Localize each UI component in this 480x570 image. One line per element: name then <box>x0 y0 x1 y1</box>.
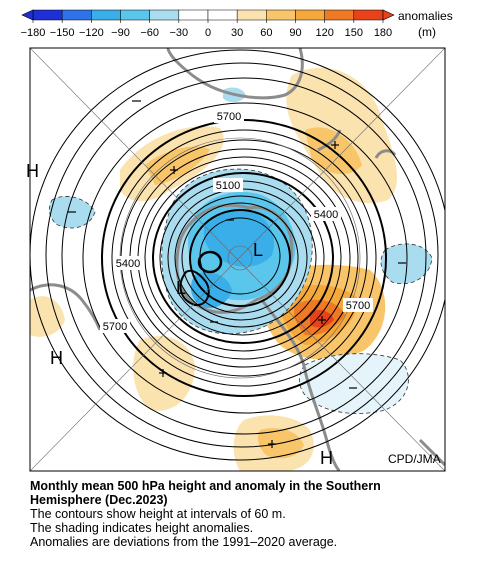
positive-anomaly-shading <box>30 67 398 471</box>
high-marker: H <box>26 161 39 181</box>
contour-label: 5400 <box>116 258 140 270</box>
map-frame <box>29 47 446 472</box>
colorbar-cells <box>32 9 384 21</box>
high-marker: H <box>320 448 333 468</box>
colorbar-tick-label: 90 <box>289 27 301 39</box>
islands-coastline <box>374 149 397 159</box>
contour-label: 5700 <box>346 300 370 312</box>
australia-coastline <box>166 48 304 100</box>
colorbar-tick-label: 180 <box>374 27 392 39</box>
colorbar-tick-label: −60 <box>140 27 159 39</box>
colorbar-tick-label: −180 <box>21 27 46 39</box>
colorbar-tick-labels: −180 −150 −120 −90 −60 −30 0 30 60 90 120 150 180 <box>21 20 392 39</box>
colorbar-tick-label: −30 <box>169 27 188 39</box>
colorbar-tick-label: 30 <box>231 27 243 39</box>
colorbar-tick-label: 120 <box>315 27 333 39</box>
nz-coastline <box>317 129 342 152</box>
high-marker: H <box>50 348 63 368</box>
caption-line1: The contours show height at intervals of… <box>30 507 286 521</box>
caption-title-line2: Hemisphere (Dec.2023) <box>30 493 168 507</box>
colorbar-label-line2: (m) <box>418 25 436 39</box>
anomaly-sign-markers <box>68 100 406 448</box>
pressure-centers: H H H L L <box>26 161 333 468</box>
colorbar-right-arrow <box>382 9 395 21</box>
contour-label: 5700 <box>103 321 127 333</box>
contour-label: 5100 <box>216 180 240 192</box>
colorbar-tick-label: −90 <box>111 27 130 39</box>
caption-line3: Anomalies are deviations from the 1991–2… <box>30 535 338 549</box>
south-america-east-coastline <box>418 438 445 467</box>
caption-title-line1: Monthly mean 500 hPa height and anomaly … <box>30 479 381 493</box>
contour-label: 5700 <box>217 111 241 123</box>
caption: Monthly mean 500 hPa height and anomaly … <box>30 479 470 549</box>
colorbar-tick-label: 60 <box>260 27 272 39</box>
colorbar-label-line1: anomalies <box>398 9 453 23</box>
colorbar-tick-label: −150 <box>50 27 75 39</box>
anomaly-colorbar: −180 −150 −120 −90 −60 −30 0 30 60 90 120 150 180 an… <box>21 9 453 39</box>
colorbar-tick-label: −120 <box>79 27 104 39</box>
caption-line2: The shading indicates height anomalies. <box>30 521 254 535</box>
height-contours <box>30 49 445 461</box>
anomaly-zero-contours <box>48 168 433 414</box>
colorbar-left-arrow <box>21 9 34 21</box>
low-marker: L <box>176 278 186 298</box>
contour-labels: 5700 5100 5400 5400 5700 5700 <box>100 109 373 333</box>
low-marker: L <box>253 240 263 260</box>
credit-label: CPD/JMA <box>388 452 441 466</box>
africa-coastline <box>30 283 102 331</box>
colorbar-tick-label: 150 <box>345 27 363 39</box>
contour-label: 5400 <box>314 209 338 221</box>
colorbar-tick-label: 0 <box>205 27 211 39</box>
